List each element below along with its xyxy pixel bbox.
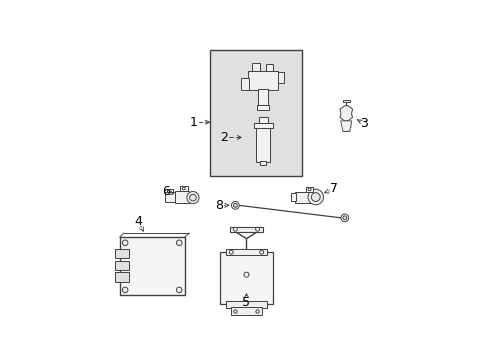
Text: 5: 5 — [242, 296, 250, 309]
Text: 4: 4 — [134, 216, 142, 229]
Circle shape — [307, 189, 323, 205]
Bar — [290, 193, 296, 201]
Bar — [115, 273, 128, 282]
Bar — [164, 192, 175, 202]
Bar — [167, 189, 173, 192]
Bar — [115, 261, 128, 270]
Circle shape — [122, 240, 128, 246]
Text: 7: 7 — [329, 182, 337, 195]
Bar — [115, 249, 128, 258]
Bar — [257, 105, 268, 110]
Circle shape — [342, 216, 346, 220]
Circle shape — [182, 187, 185, 190]
Bar — [253, 123, 272, 128]
Bar — [120, 237, 184, 296]
Circle shape — [233, 310, 237, 313]
Bar — [259, 161, 266, 165]
Polygon shape — [339, 106, 352, 121]
Text: 6: 6 — [162, 185, 170, 198]
Polygon shape — [340, 121, 351, 131]
Bar — [225, 249, 267, 255]
Circle shape — [122, 287, 128, 293]
Bar — [175, 191, 188, 203]
Bar — [278, 72, 284, 84]
Bar — [258, 117, 267, 123]
Bar — [305, 187, 312, 192]
Circle shape — [255, 310, 259, 313]
Circle shape — [233, 227, 237, 231]
Circle shape — [186, 192, 199, 204]
Bar — [294, 192, 310, 203]
Circle shape — [307, 188, 310, 191]
Bar — [251, 63, 259, 71]
Bar — [342, 100, 349, 102]
Bar — [229, 227, 263, 232]
Text: 8: 8 — [214, 199, 222, 212]
Circle shape — [233, 203, 237, 207]
Circle shape — [259, 250, 263, 254]
Bar — [180, 186, 187, 191]
Circle shape — [244, 272, 248, 277]
Circle shape — [176, 240, 182, 246]
Text: 1: 1 — [189, 116, 197, 129]
Text: 2: 2 — [220, 131, 228, 144]
Bar — [231, 307, 261, 315]
Bar — [247, 71, 278, 90]
Circle shape — [189, 194, 196, 201]
Bar — [220, 252, 272, 304]
Bar — [258, 89, 267, 107]
Circle shape — [229, 250, 233, 254]
Bar — [241, 78, 248, 90]
Bar — [210, 50, 301, 176]
Circle shape — [176, 287, 182, 293]
Bar — [265, 64, 272, 71]
Circle shape — [255, 227, 259, 231]
Circle shape — [311, 193, 320, 202]
Text: 3: 3 — [360, 117, 367, 130]
Bar — [256, 125, 269, 162]
Bar — [225, 301, 267, 308]
Circle shape — [340, 214, 348, 222]
Circle shape — [231, 202, 239, 209]
